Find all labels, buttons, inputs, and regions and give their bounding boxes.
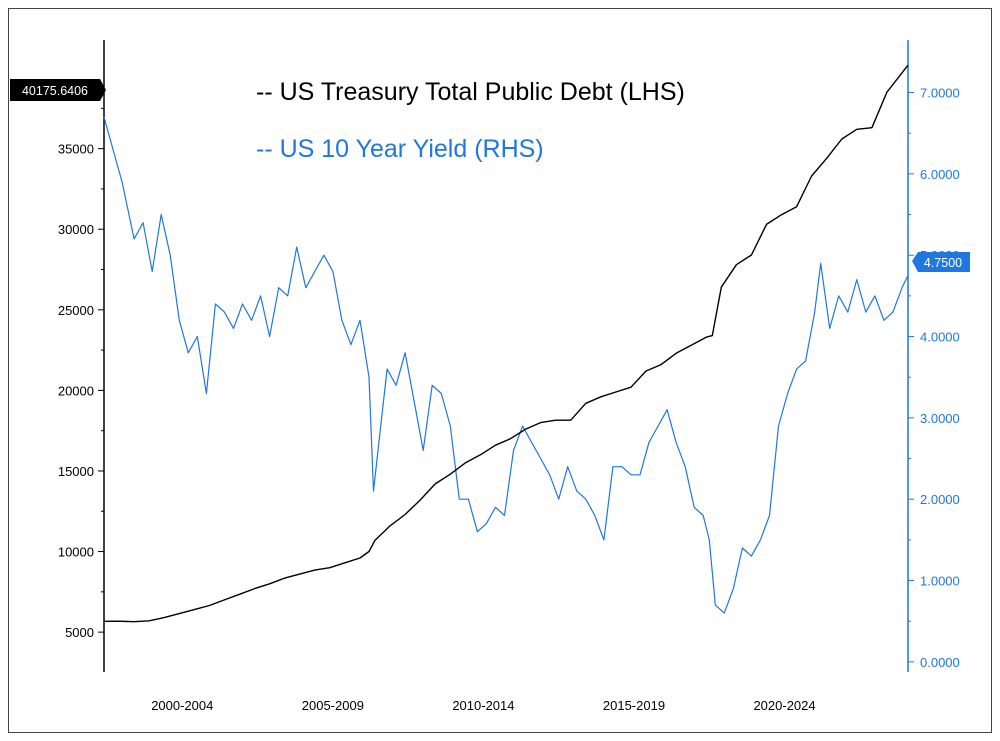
right-tick-label: 2.0000 (920, 492, 960, 507)
right-axis-ticks: 0.00001.00002.00003.00004.00005.00006.00… (908, 86, 960, 670)
left-tick-label: 15000 (58, 464, 94, 479)
left-tick-label: 10000 (58, 545, 94, 560)
x-tick-label: 2020-2024 (753, 698, 815, 713)
left-axis-ticks: 5000 10000 15000 20000 25000 30000 35000 (58, 107, 104, 640)
series-line-yield (103, 116, 909, 614)
left-tick-label: 20000 (58, 383, 94, 398)
left-last-value-box (10, 79, 100, 101)
series-line-debt (103, 64, 909, 623)
right-tick-label: 6.0000 (920, 167, 960, 182)
x-tick-label: 2005-2009 (302, 698, 364, 713)
right-tick-label: 1.0000 (920, 574, 960, 589)
right-last-value-box (912, 252, 970, 272)
left-tick-label: 25000 (58, 303, 94, 318)
series-layer (103, 64, 909, 623)
left-last-value-tag: 40175.6406 (10, 79, 106, 101)
axes-group (103, 40, 909, 672)
right-last-value-tag: 4.7500 (912, 252, 970, 272)
right-tick-label: 7.0000 (920, 86, 960, 101)
legend-entry-debt: -- US Treasury Total Public Debt (LHS) (256, 78, 685, 106)
x-tick-label: 2000-2004 (151, 698, 213, 713)
left-tick-label: 30000 (58, 222, 94, 237)
left-last-value-label: 40175.6406 (22, 84, 88, 98)
chart-frame (8, 8, 992, 733)
x-tick-label: 2015-2019 (603, 698, 665, 713)
right-tick-label: 0.0000 (920, 655, 960, 670)
legend: -- US Treasury Total Public Debt (LHS) -… (256, 78, 685, 163)
left-tick-label: 35000 (58, 142, 94, 157)
right-tick-label: 3.0000 (920, 411, 960, 426)
left-tick-label: 5000 (65, 625, 94, 640)
x-axis-ticks: 2000-2004 2005-2009 2010-2014 2015-2019 2020… (151, 698, 815, 713)
left-last-value-pointer (100, 79, 106, 101)
right-tick-label: 4.0000 (920, 330, 960, 345)
right-last-value-label: 4.7500 (924, 256, 962, 270)
x-tick-label: 2010-2014 (452, 698, 514, 713)
legend-entry-yield: -- US 10 Year Yield (RHS) (256, 135, 544, 163)
